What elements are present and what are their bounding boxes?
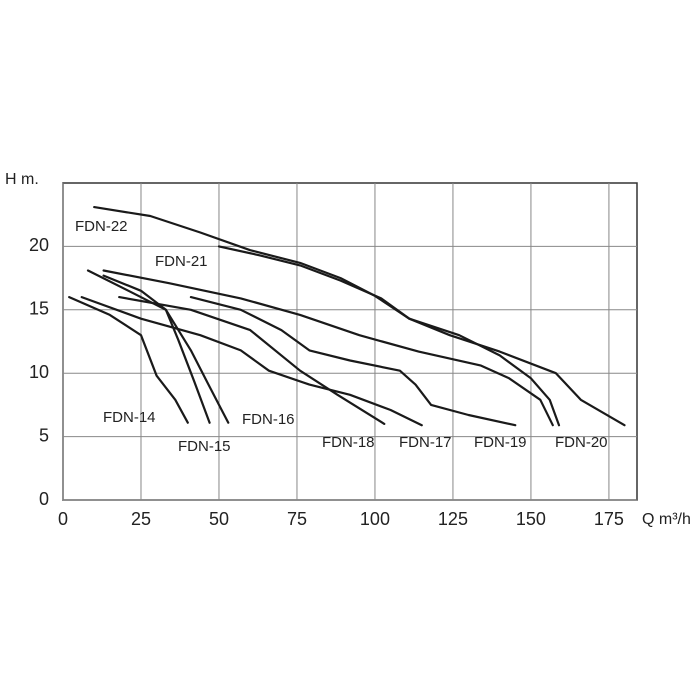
y-tick-label: 15 — [29, 299, 49, 319]
pump-curve — [102, 269, 554, 427]
x-tick-label: 175 — [594, 509, 624, 529]
y-tick-label: 5 — [39, 425, 49, 445]
pump-curve — [80, 296, 423, 427]
curve-label: FDN-20 — [555, 434, 608, 451]
y-tick-label: 0 — [39, 489, 49, 509]
x-axis-label: Q m³/h — [642, 511, 691, 528]
x-tick-label: 150 — [516, 509, 546, 529]
y-tick-label: 20 — [29, 235, 49, 255]
x-tick-label: 125 — [438, 509, 468, 529]
curve-label: FDN-21 — [155, 253, 208, 270]
x-tick-label: 25 — [131, 509, 151, 529]
x-tick-label: 50 — [209, 509, 229, 529]
pump-curve — [118, 296, 386, 425]
x-tick-label: 100 — [360, 509, 390, 529]
curve-label: FDN-16 — [242, 411, 295, 428]
plot-frame — [62, 182, 638, 501]
curve-label: FDN-15 — [178, 438, 231, 455]
pump-curve — [93, 206, 626, 427]
y-tick-label: 10 — [29, 362, 49, 382]
curve-label: FDN-19 — [474, 434, 527, 451]
pump-curve — [68, 296, 189, 424]
curve-label: FDN-18 — [322, 434, 375, 451]
curve-label: FDN-22 — [75, 218, 128, 235]
pump-curve — [102, 274, 230, 424]
curve-label: FDN-14 — [103, 409, 156, 426]
x-tick-label: 0 — [58, 509, 68, 529]
pump-curve — [86, 269, 211, 424]
curve-label: FDN-17 — [399, 434, 452, 451]
x-tick-label: 75 — [287, 509, 307, 529]
pump-curve — [189, 296, 517, 427]
pump-curve — [217, 245, 561, 427]
y-axis-label: H m. — [5, 171, 39, 188]
